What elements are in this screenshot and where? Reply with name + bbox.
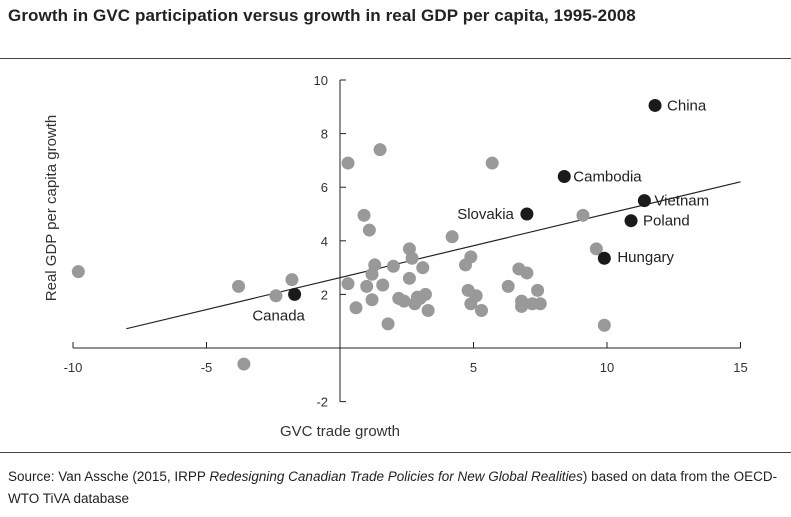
- data-point: [485, 156, 499, 170]
- x-tick-label: 15: [733, 360, 747, 375]
- x-tick-label: 10: [600, 360, 614, 375]
- data-point: [475, 303, 489, 317]
- top-divider: [0, 58, 791, 59]
- data-point: [365, 293, 379, 307]
- data-point: [357, 208, 371, 222]
- data-point: [464, 250, 478, 264]
- data-point: [469, 289, 483, 303]
- bottom-divider: [0, 452, 791, 453]
- highlighted-point: [520, 207, 534, 221]
- data-point: [376, 278, 390, 292]
- point-label: Vietnam: [654, 193, 709, 210]
- data-point: [397, 294, 411, 308]
- source-prefix: Source: Van Assche (2015, IRPP: [8, 469, 210, 484]
- highlighted-point: [637, 194, 651, 208]
- point-label: Poland: [643, 213, 690, 230]
- data-point: [232, 279, 246, 293]
- data-point: [445, 230, 459, 244]
- source-note: Source: Van Assche (2015, IRPP Redesigni…: [8, 466, 783, 510]
- point-label: Slovakia: [457, 206, 514, 223]
- data-point: [589, 242, 603, 256]
- highlighted-point: [624, 214, 638, 228]
- x-tick-label: -5: [201, 360, 213, 375]
- point-label: Canada: [252, 307, 305, 324]
- data-point: [402, 271, 416, 285]
- x-tick-label: -10: [64, 360, 83, 375]
- y-tick-label: 4: [321, 234, 328, 249]
- data-point: [533, 297, 547, 311]
- data-point: [360, 279, 374, 293]
- x-axis-label: GVC trade growth: [280, 423, 400, 440]
- data-point: [421, 303, 435, 317]
- data-point: [237, 357, 251, 371]
- source-suffix: ) based on data from the OECD-WTO TiVA d…: [8, 469, 778, 506]
- point-label: Cambodia: [573, 168, 642, 185]
- data-point: [501, 279, 515, 293]
- data-point: [386, 259, 400, 273]
- data-point: [71, 265, 85, 279]
- data-point: [576, 208, 590, 222]
- scatter-chart: -10 -5 5 10 15 -2 2 4 6 8 10 China Cambodia Vietnam S…: [43, 73, 748, 440]
- highlighted-point: [288, 287, 302, 301]
- data-point: [405, 251, 419, 265]
- data-point: [269, 289, 283, 303]
- data-point: [597, 318, 611, 332]
- data-point: [515, 299, 529, 313]
- data-point: [368, 258, 382, 272]
- data-point: [381, 317, 395, 331]
- chart-title: Growth in GVC participation versus growt…: [8, 6, 636, 25]
- y-axis-label: Real GDP per capita growth: [43, 115, 60, 301]
- data-point: [373, 143, 387, 157]
- point-label: Hungary: [617, 249, 674, 266]
- highlighted-point: [557, 169, 571, 183]
- chart-axes: -10 -5 5 10 15 -2 2 4 6 8 10: [64, 73, 748, 410]
- x-tick-label: 5: [470, 360, 477, 375]
- data-point: [531, 283, 545, 297]
- data-point: [520, 266, 534, 280]
- y-tick-label: 6: [321, 180, 328, 195]
- y-tick-label: 2: [321, 287, 328, 302]
- data-point: [416, 261, 430, 275]
- data-point: [341, 277, 355, 291]
- data-point: [341, 156, 355, 170]
- data-point: [349, 301, 363, 315]
- data-point: [418, 287, 432, 301]
- data-points: [71, 143, 611, 371]
- highlighted-points: China Cambodia Vietnam Slovakia Poland Hungar…: [252, 97, 709, 324]
- trend-line: [126, 181, 741, 330]
- highlighted-point: [597, 251, 611, 265]
- y-tick-label: 8: [321, 127, 328, 142]
- y-tick-label: -2: [316, 395, 328, 410]
- point-label: China: [667, 97, 707, 114]
- data-point: [362, 223, 376, 237]
- y-tick-label: 10: [314, 73, 328, 88]
- source-title: Redesigning Canadian Trade Policies for …: [209, 469, 583, 484]
- data-point: [285, 273, 299, 287]
- highlighted-point: [648, 98, 662, 112]
